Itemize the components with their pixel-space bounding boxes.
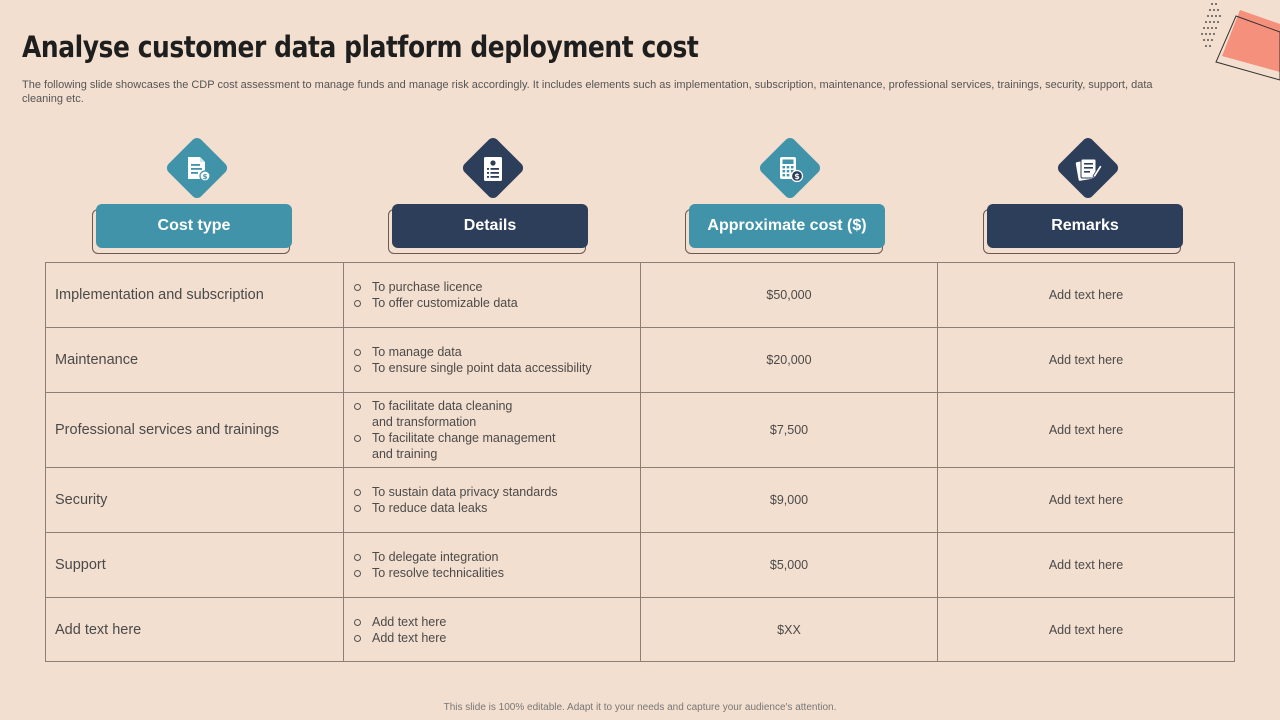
remarks-cell: Add text here bbox=[937, 468, 1234, 532]
details-cell: Add text here Add text here bbox=[343, 598, 640, 661]
header-pill-details: Details bbox=[392, 204, 588, 248]
details-list: To facilitate data cleaning and transfor… bbox=[354, 398, 555, 462]
column-header-details: Details bbox=[388, 135, 592, 256]
approximate-cost-cell: $XX bbox=[640, 598, 937, 661]
page-subtitle: The following slide showcases the CDP co… bbox=[22, 79, 1153, 105]
detail-item: To manage data bbox=[354, 344, 592, 360]
remarks-cell: Add text here bbox=[937, 533, 1234, 597]
detail-item: To facilitate change management and trai… bbox=[354, 430, 555, 462]
remarks-cell: Add text here bbox=[937, 393, 1234, 467]
column-header-approximate-cost: $ Approximate cost ($) bbox=[685, 135, 889, 256]
detail-item: To purchase licence bbox=[354, 279, 518, 295]
table-row: Professional services and trainings To fa… bbox=[46, 392, 1234, 467]
detail-item: Add text here bbox=[354, 630, 446, 646]
table-row: Support To delegate integration To resolve… bbox=[46, 532, 1234, 597]
approximate-cost-cell: $9,000 bbox=[640, 468, 937, 532]
approximate-cost-cell: $50,000 bbox=[640, 263, 937, 327]
detail-item: To reduce data leaks bbox=[354, 500, 558, 516]
remarks-cell: Add text here bbox=[937, 598, 1234, 661]
details-list: Add text here Add text here bbox=[354, 614, 446, 646]
corner-decoration bbox=[1201, 3, 1280, 81]
cost-table: Implementation and subscription To purcha… bbox=[45, 262, 1235, 662]
approximate-cost-cell: $7,500 bbox=[640, 393, 937, 467]
header-pill-cost-type: Cost type bbox=[96, 204, 292, 248]
notes-pencil-icon bbox=[1071, 152, 1105, 186]
details-list: To purchase licence To offer customizable… bbox=[354, 279, 518, 311]
table-row: Security To sustain data privacy standard… bbox=[46, 467, 1234, 532]
cost-type-cell: Add text here bbox=[55, 621, 142, 638]
cost-type-cell: Maintenance bbox=[55, 352, 139, 368]
details-cell: To facilitate data cleaning and transfor… bbox=[343, 393, 640, 467]
detail-item: To sustain data privacy standards bbox=[354, 484, 558, 500]
svg-text:$: $ bbox=[794, 172, 800, 181]
details-list: To sustain data privacy standards To redu… bbox=[354, 484, 558, 516]
cost-type-cell: Professional services and trainings bbox=[55, 422, 280, 438]
details-cell: To sustain data privacy standards To redu… bbox=[343, 468, 640, 532]
calculator-dollar-icon: $ bbox=[773, 152, 807, 186]
table-row: Add text here Add text here Add text here $… bbox=[46, 597, 1234, 661]
detail-item: Add text here bbox=[354, 614, 446, 630]
details-list: To manage data To ensure single point dat… bbox=[354, 344, 592, 376]
svg-text:$: $ bbox=[203, 173, 208, 181]
footer-note: This slide is 100% editable. Adapt it to… bbox=[443, 702, 837, 713]
detail-item: To facilitate data cleaning and transfor… bbox=[354, 398, 555, 430]
page-title: Analyse customer data platform deploymen… bbox=[22, 30, 699, 64]
details-cell: To manage data To ensure single point dat… bbox=[343, 328, 640, 392]
detail-item: To offer customizable data bbox=[354, 295, 518, 311]
header-pill-remarks: Remarks bbox=[987, 204, 1183, 248]
detail-item: To delegate integration bbox=[354, 549, 504, 565]
table-row: Implementation and subscription To purcha… bbox=[46, 263, 1234, 327]
column-header-remarks: Remarks bbox=[983, 135, 1187, 256]
approximate-cost-cell: $20,000 bbox=[640, 328, 937, 392]
id-badge-icon bbox=[476, 152, 510, 186]
detail-item: To resolve technicalities bbox=[354, 565, 504, 581]
remarks-cell: Add text here bbox=[937, 263, 1234, 327]
approximate-cost-cell: $5,000 bbox=[640, 533, 937, 597]
cost-type-cell: Support bbox=[55, 557, 106, 573]
details-list: To delegate integration To resolve techni… bbox=[354, 549, 504, 581]
details-cell: To delegate integration To resolve techni… bbox=[343, 533, 640, 597]
cost-type-cell: Security bbox=[55, 492, 108, 508]
column-header-cost-type: $ Cost type bbox=[92, 135, 296, 256]
cost-type-cell: Implementation and subscription bbox=[55, 287, 264, 303]
table-row: Maintenance To manage data To ensure singl… bbox=[46, 327, 1234, 392]
header-pill-approximate-cost: Approximate cost ($) bbox=[689, 204, 885, 248]
details-cell: To purchase licence To offer customizable… bbox=[343, 263, 640, 327]
remarks-cell: Add text here bbox=[937, 328, 1234, 392]
detail-item: To ensure single point data accessibilit… bbox=[354, 360, 592, 376]
cost-document-icon: $ bbox=[180, 152, 214, 186]
